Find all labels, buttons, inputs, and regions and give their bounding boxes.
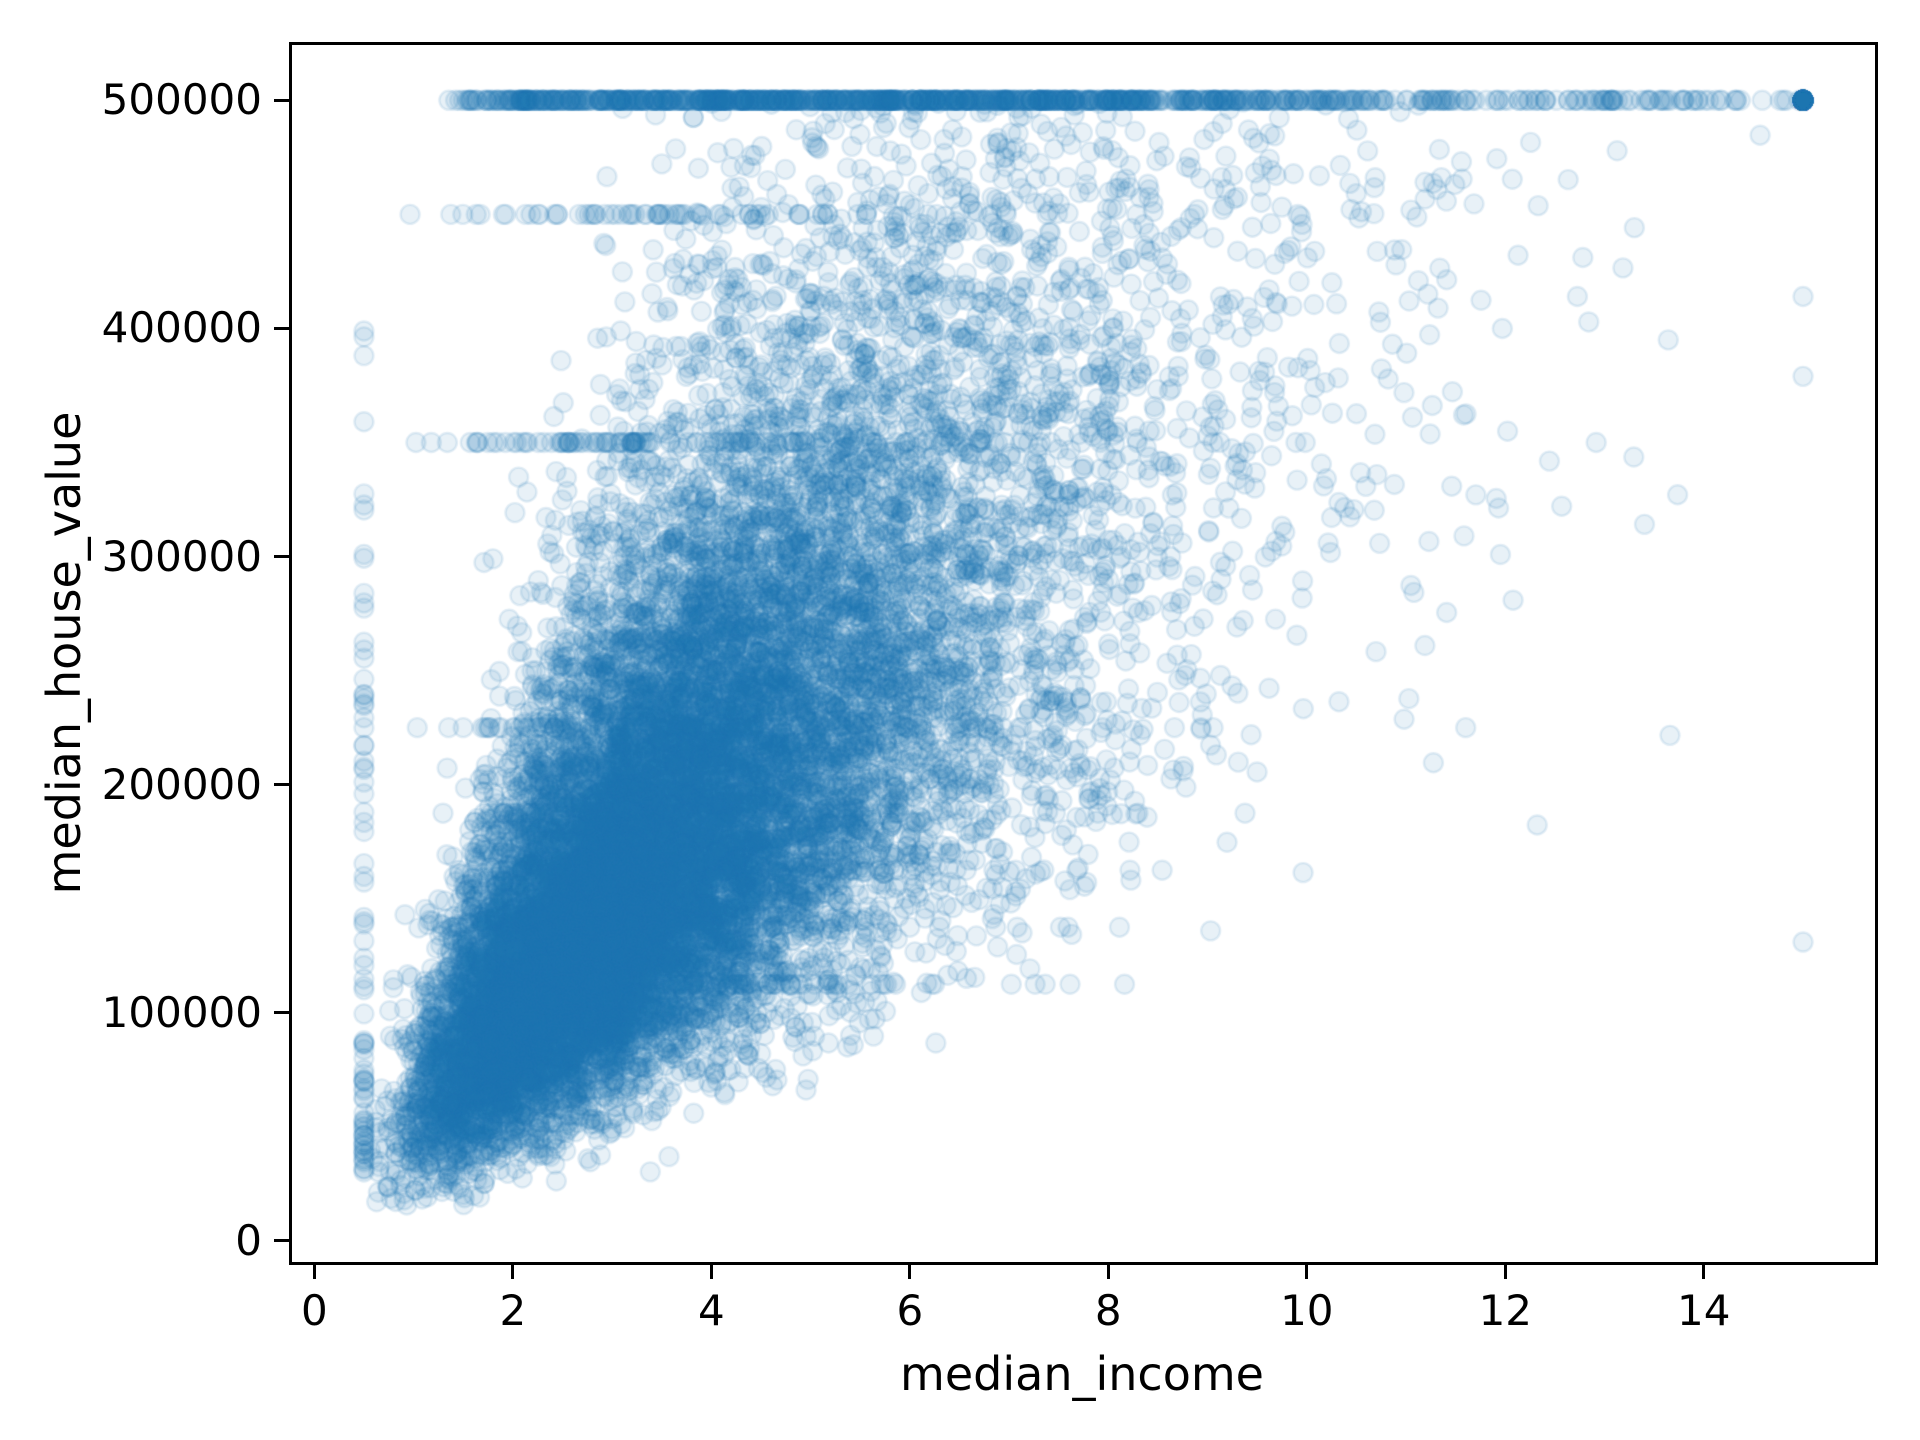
y-tick-label: 300000 [101,531,262,581]
scatter-points-canvas [292,45,1875,1262]
x-tick-label: 6 [896,1286,924,1335]
y-axis-label: median_house_value [37,411,91,895]
y-tick-label: 100000 [101,987,262,1037]
y-tick-label: 500000 [101,75,262,125]
y-tick-label: 200000 [101,759,262,809]
x-tick-mark [908,1264,912,1279]
x-tick-mark [312,1264,316,1279]
y-tick-label: 0 [235,1215,262,1265]
x-tick-mark [1702,1264,1706,1279]
y-tick-mark [274,326,289,330]
x-tick-label: 10 [1280,1286,1334,1335]
x-tick-label: 2 [499,1286,527,1335]
y-tick-mark [274,1239,289,1243]
plot-border [289,42,1878,1265]
x-tick-label: 14 [1677,1286,1731,1335]
y-tick-mark [274,1011,289,1015]
x-tick-mark [1503,1264,1507,1279]
y-tick-mark [274,555,289,559]
x-axis-label: median_income [900,1347,1264,1401]
x-tick-label: 12 [1478,1286,1533,1335]
y-tick-label: 400000 [101,303,262,353]
y-tick-mark [274,783,289,787]
x-tick-label: 0 [300,1286,328,1335]
y-tick-mark [274,98,289,102]
x-tick-mark [709,1264,713,1279]
x-tick-mark [511,1264,515,1279]
x-tick-label: 4 [697,1286,725,1335]
x-tick-mark [1106,1264,1110,1279]
x-tick-label: 8 [1094,1286,1122,1335]
x-tick-mark [1305,1264,1309,1279]
